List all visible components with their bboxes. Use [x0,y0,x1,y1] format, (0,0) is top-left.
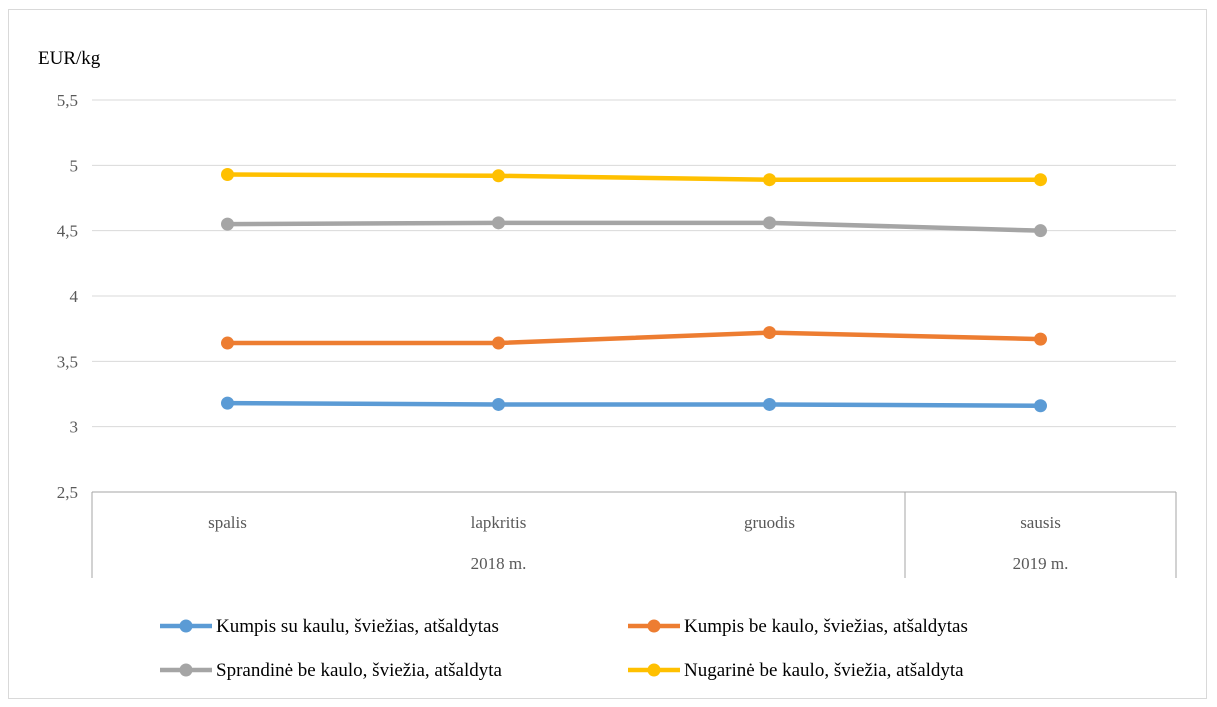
year-group-label: 2019 m. [1013,554,1069,573]
series-lines [221,167,1047,413]
x-tick-label: lapkritis [471,513,527,532]
data-point [492,397,505,411]
data-point [221,217,234,231]
data-point [221,167,234,181]
x-tick-label: gruodis [744,513,795,532]
series-line [227,220,1041,233]
data-point [1034,399,1047,413]
year-group-label: 2018 m. [471,554,527,573]
y-tick-label: 4,5 [57,222,78,241]
data-point [221,336,234,350]
y-axis-ticks: 2,5 3 3,5 4 4,5 5 5,5 [57,91,79,502]
legend-swatch-marker [647,619,661,633]
x-tick-label: sausis [1020,513,1061,532]
y-tick-label: 4 [70,287,79,306]
y-tick-label: 3,5 [57,352,78,371]
legend-label: Kumpis be kaulo, šviežias, atšaldytas [684,616,968,637]
data-point [763,216,776,230]
y-tick-label: 3 [70,418,79,437]
series-line [227,330,1041,346]
data-point [1034,173,1047,187]
series-line [227,400,1041,409]
x-tick-label: spalis [208,513,247,532]
legend-swatch-marker [647,663,661,677]
data-point [763,397,776,411]
legend-label: Nugarinė be kaulo, šviežia, atšaldyta [684,660,964,681]
data-point [1034,332,1047,346]
legend: Kumpis su kaulu, šviežias, atšaldytas Kum… [160,616,968,681]
y-tick-label: 5,5 [57,91,78,110]
data-point [492,336,505,350]
legend-swatch-marker [179,663,193,677]
data-point [492,169,505,183]
y-tick-label: 2,5 [57,483,78,502]
y-axis-label: EUR/kg [38,48,101,69]
data-point [492,216,505,230]
data-point [763,173,776,187]
legend-label: Kumpis su kaulu, šviežias, atšaldytas [216,616,499,637]
y-tick-label: 5 [70,156,79,175]
legend-label: Sprandinė be kaulo, šviežia, atšaldyta [216,660,503,681]
data-point [763,326,776,340]
data-point [1034,224,1047,238]
gridlines [92,99,1176,428]
chart-frame [8,9,1207,699]
x-axis: 2018 m. 2019 m. spalis lapkritis gruodis saus… [91,491,1177,578]
data-point [221,396,234,410]
series-line [227,172,1041,182]
legend-swatch-marker [179,619,193,633]
